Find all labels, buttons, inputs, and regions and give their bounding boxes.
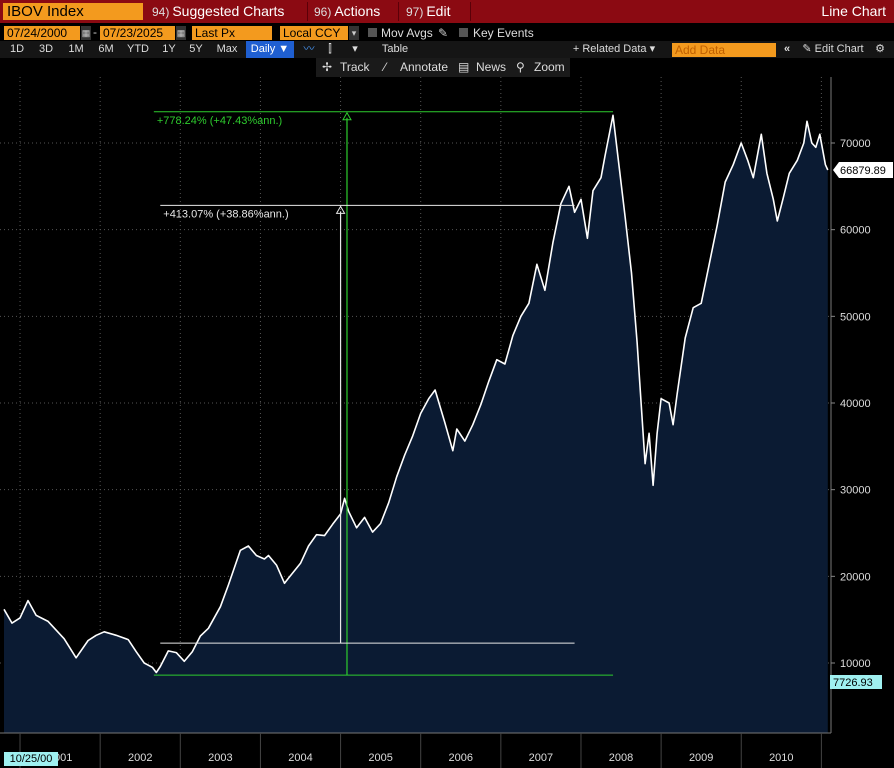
settings-gear-icon[interactable]: ⚙ bbox=[875, 43, 885, 55]
key-events-checkbox[interactable] bbox=[459, 28, 468, 37]
period-1d[interactable]: 1D bbox=[9, 43, 25, 55]
period-1m[interactable]: 1M bbox=[68, 43, 84, 55]
edit-chart-button[interactable]: ✎ Edit Chart bbox=[798, 41, 868, 58]
news-icon: ▤ bbox=[458, 60, 470, 74]
edit-chart-label: Edit Chart bbox=[814, 43, 864, 55]
y-tick-label: 50000 bbox=[840, 311, 871, 323]
period-toolbar: 1D 3D 1M 6M YTD 1Y 5Y Max Daily ▼ 〰 ⫿ ▾ … bbox=[0, 41, 894, 58]
period-5y[interactable]: 5Y bbox=[189, 43, 203, 55]
bar-style-icon[interactable]: ⫿ bbox=[328, 43, 332, 55]
chart-type-label: Line Chart bbox=[821, 3, 886, 19]
y-tick-label: 30000 bbox=[840, 485, 871, 497]
measure-arrow bbox=[335, 205, 346, 214]
period-max[interactable]: Max bbox=[216, 43, 238, 55]
pencil-icon: ✎ bbox=[802, 43, 815, 55]
mov-avgs-checkbox[interactable] bbox=[368, 28, 377, 37]
period-ytd[interactable]: YTD bbox=[127, 43, 149, 55]
key-events-label: Key Events bbox=[473, 26, 534, 40]
track-button[interactable]: Track bbox=[340, 60, 370, 74]
price-area bbox=[4, 115, 828, 734]
y-tick-label: 20000 bbox=[840, 571, 871, 583]
y-tick-label: 40000 bbox=[840, 398, 871, 410]
y-tick-label: 10000 bbox=[840, 658, 871, 670]
end-date-field[interactable]: 07/23/2025 bbox=[100, 26, 175, 40]
x-tick-label: 2008 bbox=[609, 752, 633, 764]
x-tick-label: 2002 bbox=[128, 752, 152, 764]
actions-menu[interactable]: 96) Actions bbox=[314, 3, 380, 20]
add-data-input[interactable]: Add Data bbox=[672, 43, 776, 57]
calendar-icon[interactable]: ▦ bbox=[81, 26, 91, 40]
price-field-select[interactable]: Last Px bbox=[192, 26, 272, 40]
chart-tools-bar: ✢ Track ⁄ Annotate ▤ News ⚲ Zoom bbox=[316, 58, 570, 77]
related-data-button[interactable]: + Related Data ▾ bbox=[572, 43, 656, 55]
measure-label: +413.07% (+38.86%ann.) bbox=[163, 208, 288, 220]
y-axis-panel bbox=[831, 77, 894, 733]
settings-bar: 07/24/2000 ▦ - 07/23/2025 ▦ Last Px Loca… bbox=[0, 24, 894, 41]
chevron-down-icon[interactable]: ▾ bbox=[352, 43, 358, 55]
calendar-icon[interactable]: ▦ bbox=[176, 26, 186, 40]
cursor-date-label: 10/25/00 bbox=[4, 752, 58, 766]
menu-label: Suggested Charts bbox=[172, 3, 285, 19]
chevron-down-icon[interactable]: ▾ bbox=[349, 26, 359, 40]
news-button[interactable]: News bbox=[476, 60, 507, 74]
x-tick-label: 2007 bbox=[529, 752, 553, 764]
line-chart-icon[interactable]: 〰 bbox=[303, 43, 315, 55]
period-3d[interactable]: 3D bbox=[38, 43, 54, 55]
x-tick-label: 2009 bbox=[689, 752, 713, 764]
search-icon: ⚲ bbox=[516, 60, 525, 74]
date-dash: - bbox=[93, 25, 97, 39]
low-value-tag bbox=[830, 675, 882, 689]
annotate-icon: ⁄ bbox=[384, 60, 387, 74]
x-tick-label: 2004 bbox=[288, 752, 312, 764]
price-chart[interactable]: +778.24% (+47.43%ann.) +413.07% (+38.86%a… bbox=[0, 77, 894, 768]
last-price-label: 66879.89 bbox=[840, 165, 886, 177]
collapse-icon[interactable]: « bbox=[783, 43, 791, 55]
top-menu-bar: IBOV Index 94) Suggested Charts 96) Action… bbox=[0, 0, 894, 23]
currency-select[interactable]: Local CCY bbox=[280, 26, 348, 40]
price-line bbox=[3, 114, 829, 674]
track-icon: ✢ bbox=[322, 60, 333, 74]
menu-label: Edit bbox=[426, 3, 451, 19]
period-1y[interactable]: 1Y bbox=[162, 43, 176, 55]
zoom-button[interactable]: Zoom bbox=[534, 60, 565, 74]
start-date-field[interactable]: 07/24/2000 bbox=[4, 26, 80, 40]
annotate-button[interactable]: Annotate bbox=[400, 60, 449, 74]
last-price-tag bbox=[833, 162, 893, 179]
pencil-icon[interactable]: ✎ bbox=[438, 26, 449, 40]
edit-menu[interactable]: 97) Edit bbox=[406, 3, 450, 20]
x-tick-label: 2005 bbox=[368, 752, 392, 764]
frequency-select[interactable]: Daily ▼ bbox=[246, 41, 294, 58]
low-value-label: 7726.93 bbox=[833, 677, 873, 689]
y-tick-label: 60000 bbox=[840, 225, 871, 237]
measure-label: +778.24% (+47.43%ann.) bbox=[157, 115, 282, 127]
table-button[interactable]: Table bbox=[381, 43, 409, 55]
x-tick-label: 2006 bbox=[449, 752, 473, 764]
period-6m[interactable]: 6M bbox=[98, 43, 114, 55]
y-tick-label: 70000 bbox=[840, 138, 871, 150]
x-tick-label: 2010 bbox=[769, 752, 793, 764]
x-axis-panel bbox=[0, 733, 894, 768]
menu-number: 96) bbox=[314, 5, 332, 19]
mov-avgs-label: Mov Avgs bbox=[381, 26, 433, 40]
suggested-charts-menu[interactable]: 94) Suggested Charts bbox=[152, 3, 284, 20]
x-tick-label: 2003 bbox=[208, 752, 232, 764]
menu-label: Actions bbox=[334, 3, 381, 19]
menu-number: 97) bbox=[406, 5, 424, 19]
menu-number: 94) bbox=[152, 5, 170, 19]
measure-arrow bbox=[342, 111, 352, 121]
ticker-field[interactable]: IBOV Index bbox=[3, 3, 143, 20]
